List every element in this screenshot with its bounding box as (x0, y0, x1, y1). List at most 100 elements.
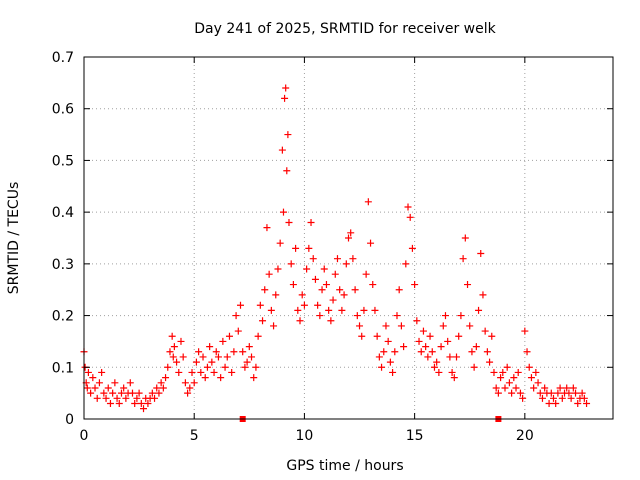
data-point (309, 255, 317, 263)
data-point (267, 306, 275, 314)
data-point (173, 358, 181, 366)
data-point (285, 218, 293, 226)
x-tick-label: 5 (190, 428, 199, 444)
data-point (351, 286, 359, 294)
data-point (184, 389, 192, 397)
data-point (168, 332, 176, 340)
data-point (389, 368, 397, 376)
data-point (333, 255, 341, 263)
data-point (404, 203, 412, 211)
data-point (545, 399, 553, 407)
data-point (106, 399, 114, 407)
data-point (378, 363, 386, 371)
data-point (322, 281, 330, 289)
data-point (250, 374, 258, 382)
data-point (153, 384, 161, 392)
y-tick-label: 0.3 (52, 257, 74, 273)
data-point (547, 389, 555, 397)
data-point (492, 384, 500, 392)
data-point (523, 348, 531, 356)
data-point (314, 301, 322, 309)
data-point (472, 343, 480, 351)
data-point (503, 363, 511, 371)
data-point (91, 384, 99, 392)
chart-title: Day 241 of 2025, SRMTID for receiver wel… (194, 21, 496, 37)
data-point (510, 374, 518, 382)
data-point (483, 348, 491, 356)
data-point (166, 348, 174, 356)
data-point (406, 213, 414, 221)
data-point (128, 389, 136, 397)
data-point (527, 374, 535, 382)
data-point (261, 286, 269, 294)
data-point (395, 286, 403, 294)
data-point (254, 332, 262, 340)
data-point (282, 84, 290, 92)
data-point (201, 374, 209, 382)
data-point (169, 353, 177, 361)
data-point (279, 208, 287, 216)
data-point (455, 332, 463, 340)
data-point (329, 296, 337, 304)
data-point (362, 270, 370, 278)
data-point (342, 260, 350, 268)
x-tick-label: 20 (516, 428, 534, 444)
data-point (199, 353, 207, 361)
data-point (305, 244, 313, 252)
data-point (554, 389, 562, 397)
data-point (230, 348, 238, 356)
data-point (284, 131, 292, 139)
data-point (386, 358, 394, 366)
data-point (162, 374, 170, 382)
data-point (140, 405, 148, 413)
data-point (155, 389, 163, 397)
data-point (369, 281, 377, 289)
data-point (95, 379, 103, 387)
data-point (358, 332, 366, 340)
data-point (461, 234, 469, 242)
data-point (190, 379, 198, 387)
y-axis-label: SRMTID / TECUs (6, 182, 22, 295)
data-point (371, 306, 379, 314)
data-point (382, 322, 390, 330)
data-point (89, 374, 97, 382)
data-point (512, 384, 520, 392)
x-tick-label: 15 (406, 428, 424, 444)
data-point (278, 146, 286, 154)
data-point (391, 348, 399, 356)
data-point (450, 374, 458, 382)
data-point (505, 379, 513, 387)
data-point (541, 384, 549, 392)
data-point (488, 332, 496, 340)
data-point (534, 379, 542, 387)
data-point (558, 394, 566, 402)
data-point (397, 322, 405, 330)
y-tick-label: 0.2 (52, 309, 74, 325)
data-point (408, 244, 416, 252)
plot-frame (83, 56, 614, 420)
data-point (175, 368, 183, 376)
data-point (148, 389, 156, 397)
data-point (519, 394, 527, 402)
data-point (563, 384, 571, 392)
data-point (486, 358, 494, 366)
data-point (137, 399, 145, 407)
data-point (252, 363, 260, 371)
data-point (210, 368, 218, 376)
data-point (453, 353, 461, 361)
data-point (181, 379, 189, 387)
data-point (239, 348, 247, 356)
data-point (536, 389, 544, 397)
data-point (437, 343, 445, 351)
data-point (567, 394, 575, 402)
y-ticks: 0 0.1 0.2 0.3 0.4 0.5 0.6 0.7 (52, 50, 613, 428)
data-point (400, 343, 408, 351)
data-point (234, 327, 242, 335)
data-point (203, 363, 211, 371)
data-point (113, 394, 121, 402)
data-point (521, 327, 529, 335)
data-point (572, 389, 580, 397)
data-point (411, 281, 419, 289)
data-point (272, 291, 280, 299)
data-point (232, 312, 240, 320)
